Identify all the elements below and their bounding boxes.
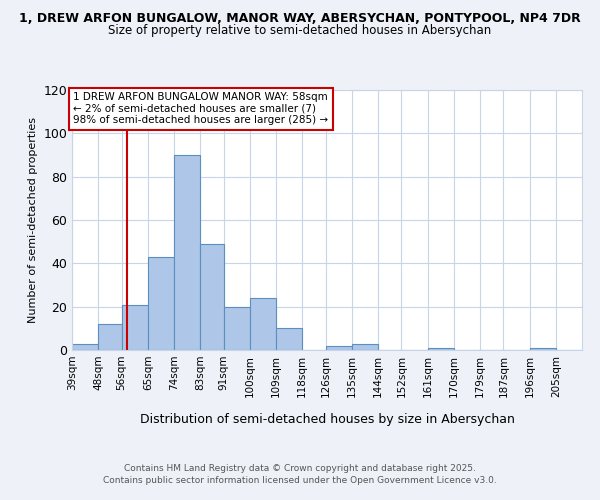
- Bar: [530, 348, 556, 350]
- Bar: [122, 304, 148, 350]
- Text: Distribution of semi-detached houses by size in Abersychan: Distribution of semi-detached houses by …: [140, 412, 514, 426]
- Text: Contains public sector information licensed under the Open Government Licence v3: Contains public sector information licen…: [103, 476, 497, 485]
- Bar: [224, 306, 250, 350]
- Text: 1 DREW ARFON BUNGALOW MANOR WAY: 58sqm
← 2% of semi-detached houses are smaller : 1 DREW ARFON BUNGALOW MANOR WAY: 58sqm ←…: [73, 92, 329, 126]
- Y-axis label: Number of semi-detached properties: Number of semi-detached properties: [28, 117, 38, 323]
- Bar: [72, 344, 98, 350]
- Bar: [276, 328, 302, 350]
- Text: Size of property relative to semi-detached houses in Abersychan: Size of property relative to semi-detach…: [109, 24, 491, 37]
- Bar: [200, 244, 224, 350]
- Bar: [352, 344, 378, 350]
- Text: 1, DREW ARFON BUNGALOW, MANOR WAY, ABERSYCHAN, PONTYPOOL, NP4 7DR: 1, DREW ARFON BUNGALOW, MANOR WAY, ABERS…: [19, 12, 581, 26]
- Bar: [98, 324, 122, 350]
- Bar: [326, 346, 352, 350]
- Bar: [428, 348, 454, 350]
- Bar: [250, 298, 276, 350]
- Bar: [174, 155, 200, 350]
- Text: Contains HM Land Registry data © Crown copyright and database right 2025.: Contains HM Land Registry data © Crown c…: [124, 464, 476, 473]
- Bar: [148, 257, 174, 350]
